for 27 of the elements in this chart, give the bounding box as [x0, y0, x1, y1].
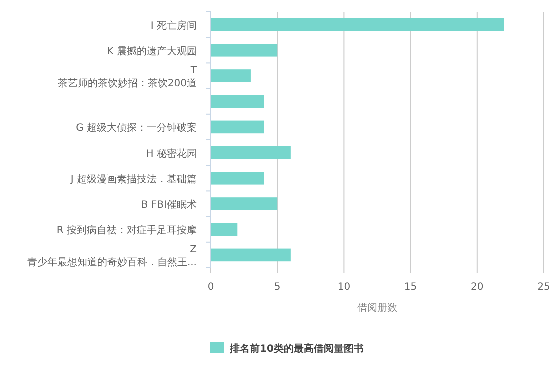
y-tick-label: J 超级漫画素描技法．基础篇 [70, 173, 197, 186]
bar [211, 120, 264, 134]
x-tick-label: 15 [404, 282, 418, 293]
bar [211, 172, 264, 185]
x-tick-label: 20 [471, 282, 484, 293]
y-tick-label: K 震撼的遗产大观园 [107, 45, 197, 58]
bar [211, 95, 264, 108]
x-tick-label: 25 [538, 282, 550, 293]
x-tick-label: 5 [274, 282, 281, 293]
bar [211, 70, 251, 82]
y-tick-label: R 按到病自祛：对症手足耳按摩 [56, 224, 197, 237]
bar [211, 44, 278, 57]
legend-label: 排名前10类的最高借阅量图书 [229, 343, 364, 355]
y-tick-label: Z 青少年最想知道的奇妙百科．自然王... [27, 244, 198, 269]
bar [211, 198, 278, 210]
bar [211, 146, 291, 160]
bar [211, 18, 504, 32]
y-tick-label: G 超级大侦探：一分钟破案 [76, 122, 197, 134]
x-axis-title: 借阅册数 [358, 302, 398, 314]
x-tick-label: 10 [338, 282, 351, 293]
x-tick-label: 0 [208, 282, 214, 293]
bar [211, 248, 291, 262]
y-tick-label: I 死亡房间 [150, 20, 197, 32]
y-tick-label: H 秘密花园 [146, 148, 197, 160]
y-tick-label: T 茶艺师的茶饮妙招：茶饮200道 [58, 66, 198, 90]
bar [211, 223, 238, 236]
y-tick-label: B FBI催眠术 [141, 199, 197, 211]
